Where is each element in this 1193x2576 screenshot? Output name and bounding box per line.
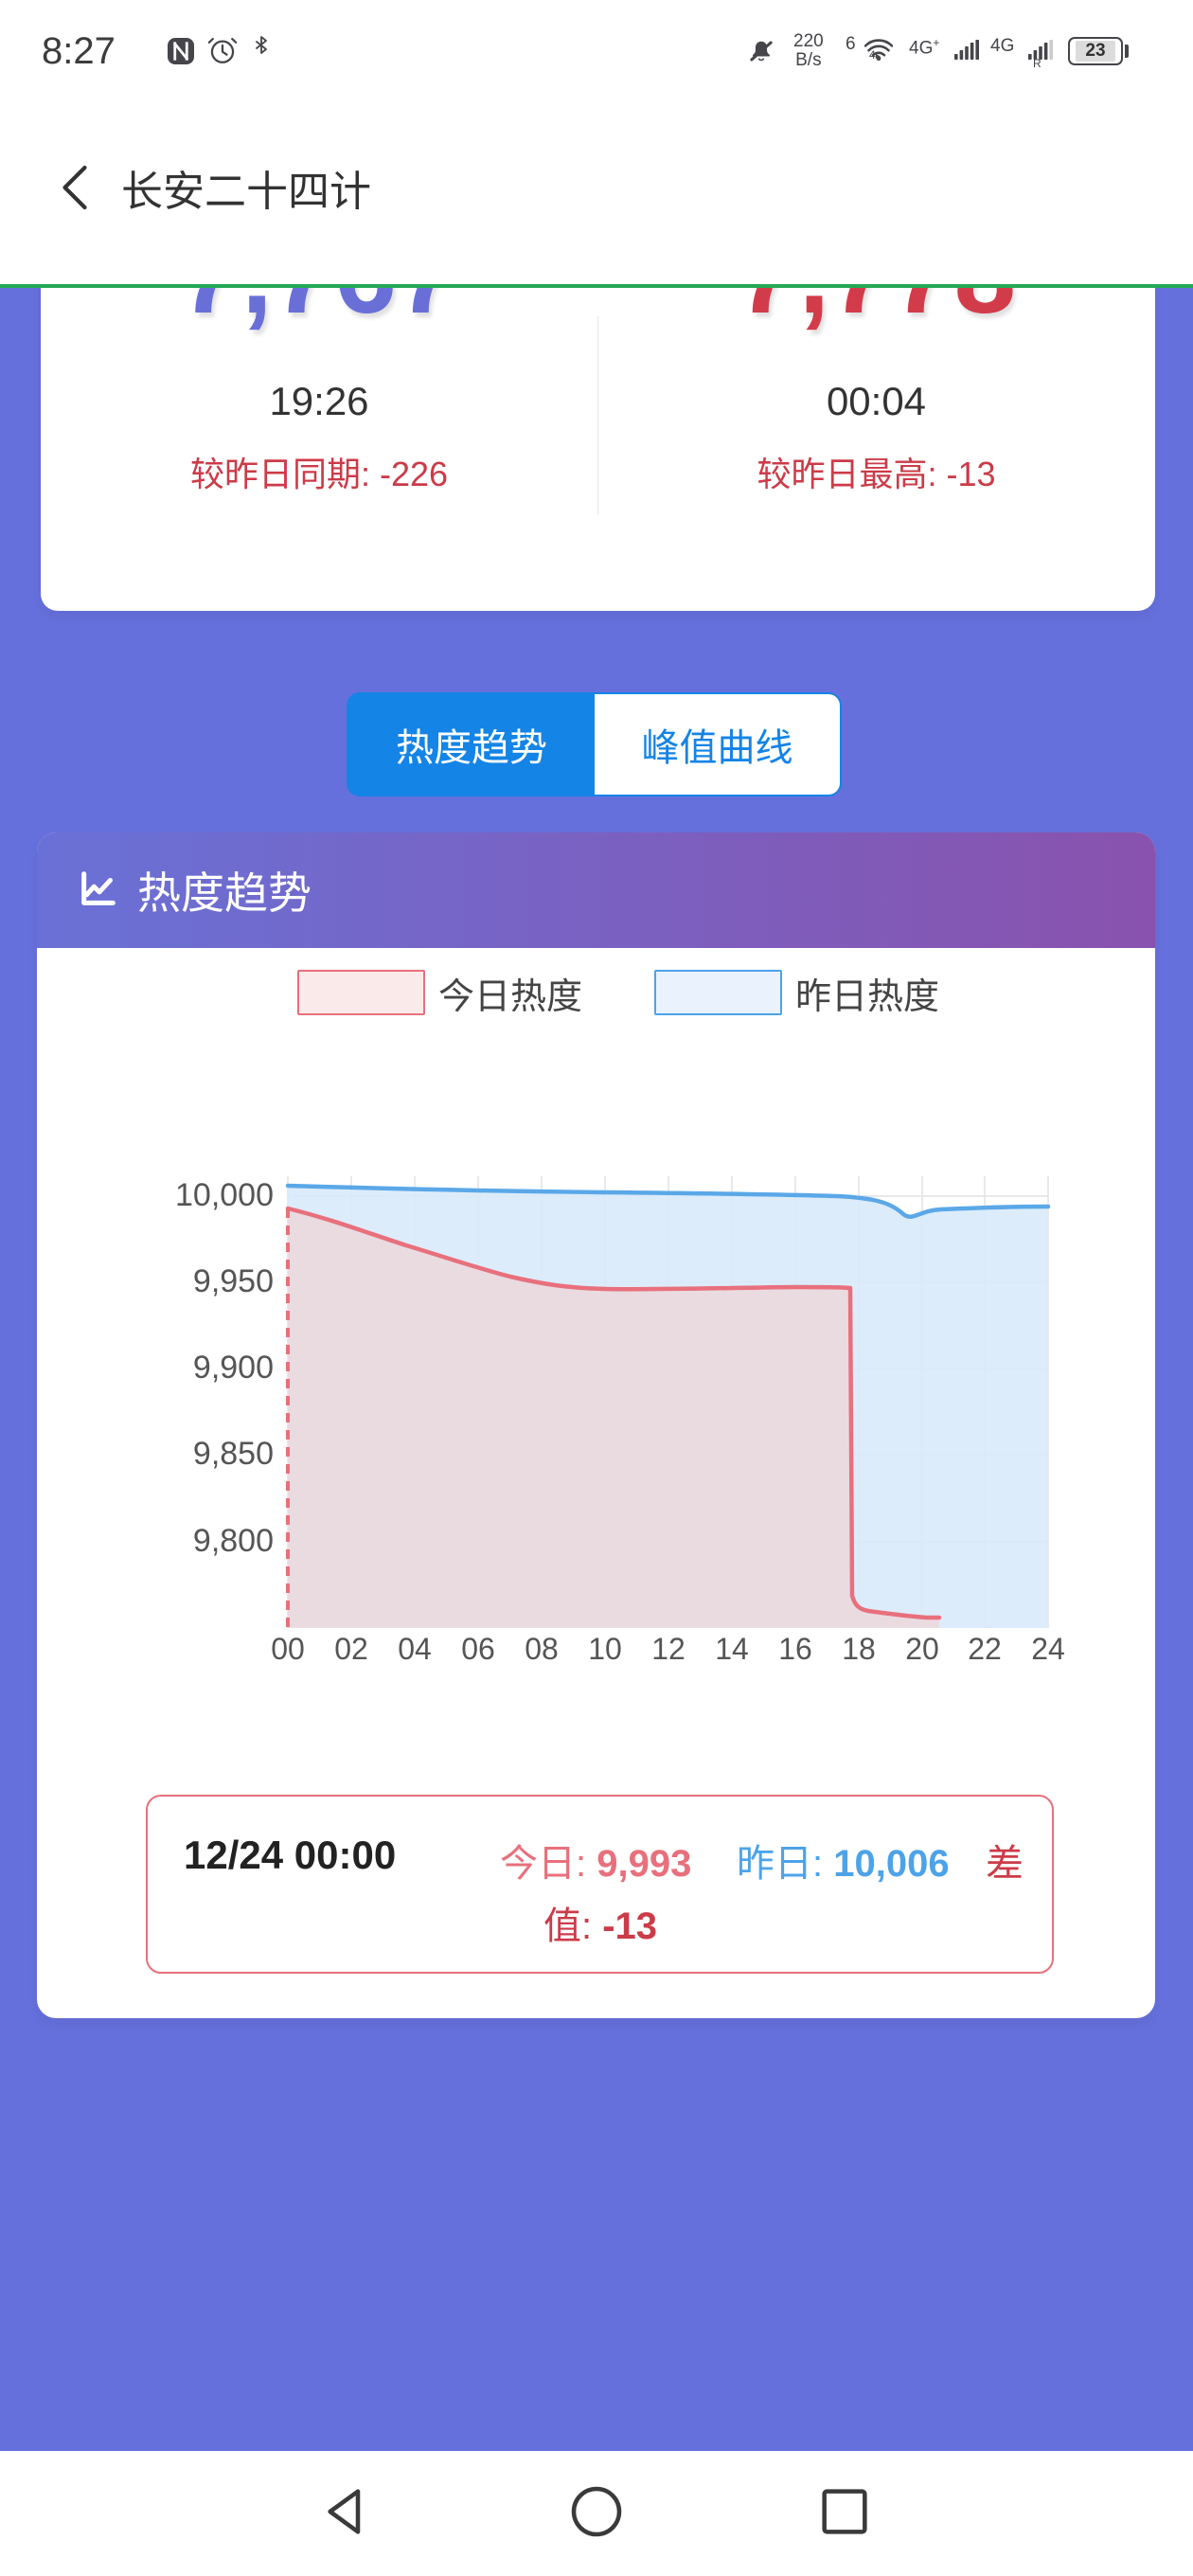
svg-text:16: 16 bbox=[778, 1632, 812, 1666]
svg-text:08: 08 bbox=[525, 1632, 559, 1666]
svg-text:24: 24 bbox=[1031, 1632, 1065, 1666]
svg-text:14: 14 bbox=[715, 1632, 749, 1666]
svg-text:9,900: 9,900 bbox=[193, 1350, 274, 1386]
svg-text:10,000: 10,000 bbox=[175, 1177, 274, 1213]
svg-text:04: 04 bbox=[398, 1632, 432, 1666]
svg-text:9,800: 9,800 bbox=[193, 1523, 274, 1559]
svg-text:9,850: 9,850 bbox=[193, 1436, 274, 1472]
svg-text:10: 10 bbox=[588, 1632, 622, 1666]
svg-text:12: 12 bbox=[651, 1632, 686, 1666]
svg-text:06: 06 bbox=[461, 1632, 495, 1666]
svg-text:00: 00 bbox=[271, 1632, 305, 1666]
svg-text:02: 02 bbox=[334, 1632, 368, 1666]
svg-text:9,950: 9,950 bbox=[193, 1263, 274, 1299]
svg-text:18: 18 bbox=[842, 1632, 876, 1666]
svg-text:20: 20 bbox=[905, 1632, 939, 1666]
svg-text:22: 22 bbox=[968, 1632, 1002, 1666]
